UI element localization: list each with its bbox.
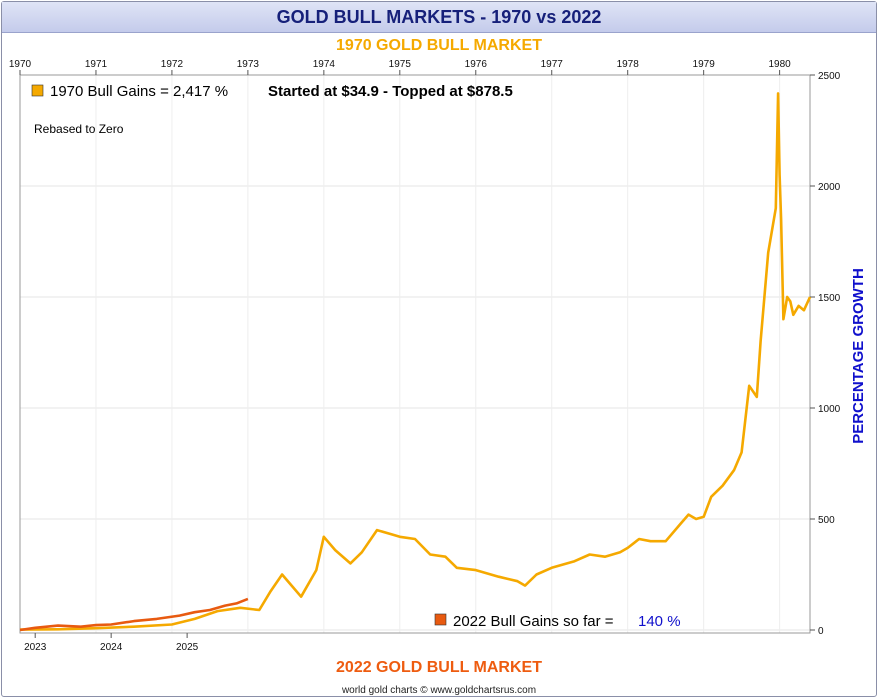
top-tick-label: 1978 [617, 59, 640, 70]
top-tick-label: 1979 [693, 59, 716, 70]
top-tick-label: 1970 [9, 59, 32, 70]
legend-label-1970: 1970 Bull Gains = 2,417 % [50, 83, 228, 100]
y-tick-label: 0 [818, 626, 824, 637]
legend-swatch-2022 [434, 613, 447, 626]
top-tick-label: 1972 [161, 59, 184, 70]
y-tick-label: 2500 [818, 71, 841, 82]
bottom-tick-label: 2023 [24, 642, 47, 653]
top-tick-label: 1980 [768, 59, 791, 70]
top-axis-title: 1970 GOLD BULL MARKET [336, 37, 542, 54]
top-tick-label: 1976 [465, 59, 488, 70]
y-tick-label: 1000 [818, 404, 841, 415]
series-layer [19, 92, 812, 632]
top-tick-label: 1973 [237, 59, 260, 70]
bottom-axis-title: 2022 GOLD BULL MARKET [336, 659, 542, 676]
rebased-note: Rebased to Zero [34, 122, 124, 136]
bottom-x-axis: 2023 2024 2025 [24, 633, 199, 653]
legend-note-1970: Started at $34.9 - Topped at $878.5 [268, 83, 513, 100]
y-axis-label: PERCENTAGE GROWTH [850, 268, 867, 444]
bottom-tick-label: 2024 [100, 642, 123, 653]
series-line-2022 [19, 597, 249, 632]
legend-value-2022: 140 % [638, 613, 681, 630]
y-tick-label: 500 [818, 515, 835, 526]
top-tick-label: 1974 [313, 59, 336, 70]
y-axis: 0 500 1000 1500 2000 2500 [810, 71, 841, 637]
legend-swatch-1970 [31, 84, 44, 97]
y-tick-label: 2000 [818, 182, 841, 193]
top-tick-label: 1977 [541, 59, 564, 70]
legend-label-2022: 2022 Bull Gains so far = [453, 613, 614, 630]
grid-lines [19, 74, 810, 633]
series-line-1970 [19, 92, 812, 631]
top-tick-label: 1971 [85, 59, 108, 70]
y-tick-label: 1500 [818, 293, 841, 304]
footer-credit: world gold charts © www.goldchartsrus.co… [341, 685, 537, 696]
top-tick-label: 1975 [389, 59, 412, 70]
top-x-axis: 1970 1971 1972 1973 1974 1975 1976 1977 1978 1979… [9, 59, 791, 75]
plot-area [19, 74, 811, 634]
page-title: GOLD BULL MARKETS - 1970 vs 2022 [2, 2, 876, 33]
bottom-tick-label: 2025 [176, 642, 199, 653]
